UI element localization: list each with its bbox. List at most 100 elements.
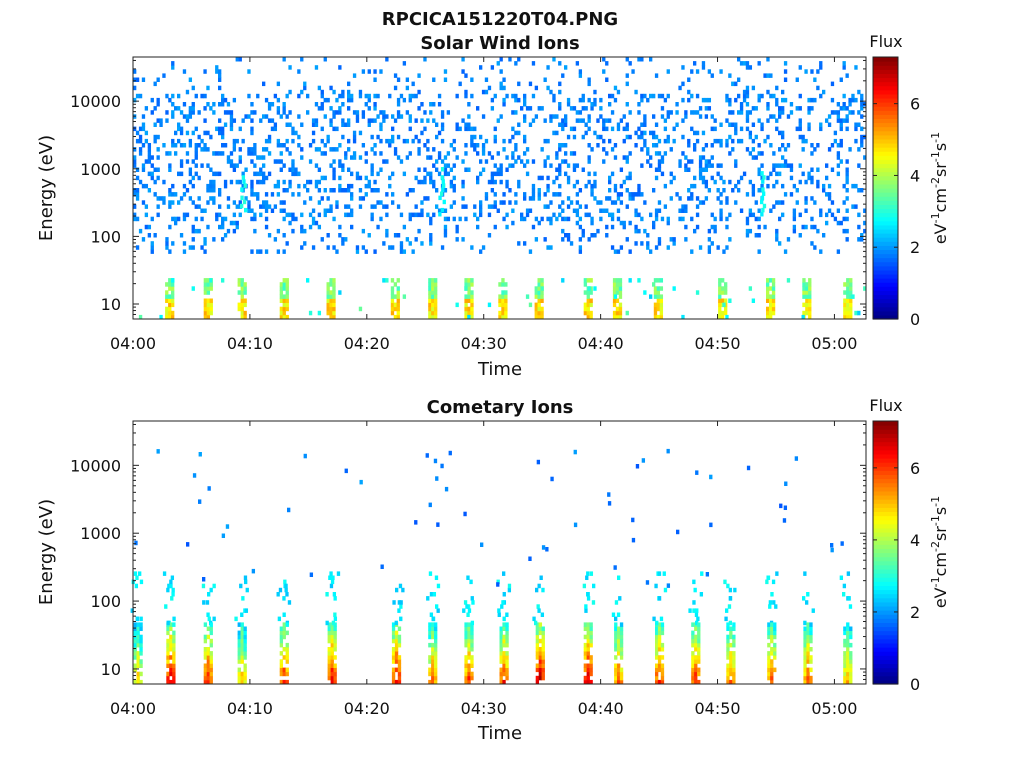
spectrogram-cell: [437, 151, 442, 156]
spectrogram-cell: [279, 298, 284, 303]
spectrogram-cell: [819, 126, 823, 132]
spectrogram-cell: [285, 212, 289, 218]
spectrogram-cell: [297, 93, 301, 99]
spectrogram-cell: [358, 155, 363, 160]
colorbar-segment: [873, 89, 898, 95]
spectrogram-cell: [655, 626, 659, 632]
spectrogram-cell: [612, 302, 617, 308]
spectrogram-cell: [564, 143, 568, 148]
spectrogram-cell: [139, 679, 143, 685]
spectrogram-cell: [643, 93, 647, 99]
spectrogram-cell: [332, 282, 336, 287]
spectrogram-cell: [330, 647, 334, 652]
spectrogram-cell: [338, 163, 342, 168]
spectrogram-cell: [660, 630, 665, 636]
spectrogram-cell: [693, 175, 697, 181]
spectrogram-cell: [745, 228, 750, 234]
spectrogram-cell: [282, 612, 286, 618]
spectrogram-cell: [429, 237, 433, 242]
spectrogram-cell: [285, 592, 289, 597]
spectrogram-cell: [267, 106, 272, 111]
spectrogram-cell: [179, 196, 184, 201]
spectrogram-cell: [583, 290, 588, 295]
spectrogram-cell: [329, 282, 333, 287]
spectrogram-cell: [238, 57, 242, 62]
spectrogram-cell: [185, 188, 190, 193]
spectrogram-cell: [602, 208, 606, 213]
spectrogram-cell: [496, 582, 500, 587]
spectrogram-cell: [376, 200, 380, 205]
spectrogram-cell: [538, 655, 543, 660]
spectrogram-cell: [333, 634, 337, 640]
spectrogram-cell: [614, 655, 618, 660]
spectrogram-cell: [370, 134, 374, 140]
spectrogram-cell: [237, 278, 241, 283]
spectrogram-cell: [481, 167, 486, 172]
colorbar-segment: [873, 544, 898, 549]
spectrogram-cell: [520, 159, 524, 164]
spectrogram-cell: [499, 655, 503, 660]
spectrogram-cell: [761, 179, 765, 184]
spectrogram-cell: [649, 155, 653, 160]
spectrogram-cell: [209, 286, 213, 291]
spectrogram-cell: [657, 241, 662, 246]
y-tick-label: 1000: [80, 524, 121, 543]
spectrogram-cell: [655, 675, 659, 681]
spectrogram-cell: [237, 622, 241, 627]
spectrogram-cell: [358, 196, 363, 201]
spectrogram-cell: [772, 163, 776, 168]
spectrogram-cell: [311, 122, 316, 127]
spectrogram-cell: [770, 659, 774, 664]
spectrogram-cell: [464, 622, 468, 627]
spectrogram-cell: [833, 130, 838, 136]
spectrogram-cell: [431, 314, 435, 320]
spectrogram-cell: [590, 102, 594, 107]
colorbar-segment: [873, 106, 898, 111]
spectrogram-cell: [311, 130, 316, 136]
spectrogram-cell: [505, 626, 509, 632]
spectrogram-cell: [162, 179, 166, 185]
spectrogram-cell: [487, 204, 492, 209]
spectrogram-cell: [241, 138, 245, 144]
spectrogram-cell: [825, 163, 829, 168]
spectrogram-cell: [326, 245, 330, 250]
spectrogram-cell: [379, 126, 383, 132]
spectrogram-cell: [323, 57, 327, 62]
spectrogram-cell: [493, 179, 497, 185]
colorbar-segment: [873, 614, 898, 619]
spectrogram-cell: [308, 310, 313, 316]
spectrogram-cell: [754, 106, 758, 111]
spectrogram-cell: [583, 663, 588, 669]
spectrogram-cell: [860, 106, 864, 111]
spectrogram-cell: [805, 600, 809, 605]
spectrogram-cell: [332, 171, 336, 177]
spectrogram-cell: [552, 179, 556, 185]
spectrogram-cell: [575, 220, 580, 226]
spectrogram-cell: [591, 600, 596, 605]
spectrogram-cell: [537, 175, 541, 181]
spectrogram-cell: [188, 196, 193, 201]
spectrogram-cell: [517, 241, 521, 246]
spectrogram-cell: [704, 143, 709, 148]
spectrogram-cell: [501, 302, 505, 308]
spectrogram-cell: [237, 642, 241, 648]
spectrogram-cell: [326, 208, 330, 213]
spectrogram-cell: [857, 237, 861, 242]
spectrogram-cell: [593, 171, 597, 177]
spectrogram-cell: [203, 651, 208, 656]
spectrogram-cell: [234, 616, 238, 622]
spectrogram-cell: [845, 118, 849, 123]
spectrogram-cell: [326, 310, 330, 316]
spectrogram-cell: [434, 642, 438, 648]
spectrogram-cell: [641, 458, 646, 463]
spectrogram-cell: [285, 642, 289, 648]
colorbar-segment: [873, 585, 898, 591]
spectrogram-cell: [692, 600, 696, 605]
cometary-axes: 04:00 04:10 04:20 04:30 04:40 04:50 05:0010100…: [70, 421, 866, 718]
spectrogram-cell: [370, 188, 374, 193]
spectrogram-cell: [165, 118, 169, 123]
spectrogram-cell: [273, 237, 278, 242]
spectrogram-cell: [659, 616, 664, 622]
spectrogram-cell: [662, 571, 666, 576]
spectrogram-cell: [393, 118, 398, 123]
